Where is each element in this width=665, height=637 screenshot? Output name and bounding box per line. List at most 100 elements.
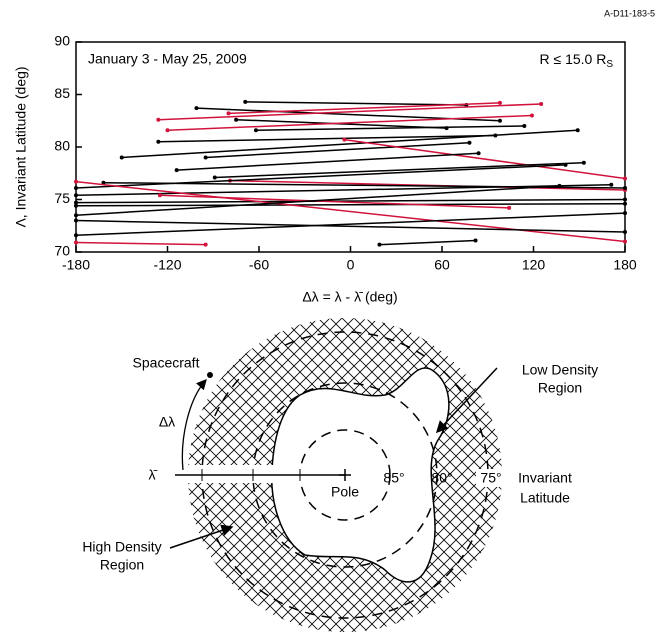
endpoint xyxy=(74,185,78,190)
label: Δλ xyxy=(159,414,175,430)
latitude-80 xyxy=(252,382,438,568)
segment xyxy=(167,114,533,131)
label: Pole xyxy=(331,484,359,500)
endpoint xyxy=(74,233,78,238)
delta-arc xyxy=(181,379,207,471)
endpoint xyxy=(74,200,78,205)
y-tick-label: 70 xyxy=(54,243,70,259)
endpoint xyxy=(234,117,239,122)
endpoint xyxy=(203,242,208,247)
segment xyxy=(75,219,626,233)
x-tick-label: 0 xyxy=(347,257,355,273)
segment xyxy=(75,184,612,197)
x-tick-label: -60 xyxy=(249,257,269,273)
pointer xyxy=(435,367,498,434)
segment xyxy=(158,134,496,143)
endpoint xyxy=(557,183,562,188)
endpoint xyxy=(609,182,614,187)
endpoint xyxy=(497,118,502,123)
y-tick-label: 75 xyxy=(54,190,70,206)
endpoint xyxy=(253,128,258,133)
endpoint xyxy=(156,117,161,122)
endpoint xyxy=(203,155,208,160)
endpoint xyxy=(74,240,78,245)
endpoint xyxy=(119,155,124,160)
endpoint xyxy=(473,238,478,243)
endpoint xyxy=(156,139,161,144)
segment xyxy=(214,162,584,179)
label: Latitude xyxy=(520,490,570,506)
endpoint xyxy=(377,242,382,247)
segment xyxy=(344,138,626,180)
label: Low Density xyxy=(522,362,598,378)
segment xyxy=(255,125,525,131)
y-axis-label: Λ, Invariant Latitude (deg) xyxy=(13,66,29,227)
segment xyxy=(75,185,560,216)
x-tick-label: 120 xyxy=(522,257,546,273)
y-tick-label: 85 xyxy=(54,85,70,101)
segment xyxy=(75,180,626,243)
y-tick-label: 80 xyxy=(54,138,70,154)
endpoint xyxy=(623,239,627,244)
endpoint xyxy=(243,99,248,104)
endpoint xyxy=(101,180,106,185)
endpoint xyxy=(623,201,627,206)
segment xyxy=(75,164,566,189)
endpoint xyxy=(623,230,627,235)
endpoint xyxy=(507,205,512,210)
endpoint xyxy=(623,197,627,202)
segment xyxy=(75,241,206,246)
endpoint xyxy=(539,101,544,106)
label: High Density xyxy=(82,539,161,555)
label: Spacecraft xyxy=(133,355,200,371)
segment xyxy=(75,212,626,236)
endpoint xyxy=(212,175,217,180)
segment xyxy=(159,194,510,209)
endpoint xyxy=(194,106,199,111)
endpoint xyxy=(581,160,586,165)
label: 85° xyxy=(383,470,404,486)
diagram: Spacecraft Δλ λ̄ Low Density Region High… xyxy=(82,318,598,632)
segment xyxy=(245,101,467,106)
endpoint xyxy=(226,111,231,116)
y-tick-label: 90 xyxy=(54,33,70,49)
segment xyxy=(379,239,476,246)
endpoint xyxy=(623,185,627,190)
label-bg xyxy=(170,465,345,483)
endpoint xyxy=(467,140,472,145)
spacecraft xyxy=(207,372,213,378)
endpoint xyxy=(74,193,78,198)
segment xyxy=(75,198,626,204)
endpoint xyxy=(529,113,534,118)
segment xyxy=(205,142,470,159)
label: λ̄ xyxy=(149,467,158,483)
x-axis-label: Δλ = λ - λ̄ (deg) xyxy=(302,289,397,305)
segment xyxy=(228,102,500,115)
endpoint xyxy=(157,193,162,198)
endpoint xyxy=(522,124,527,128)
endpoint xyxy=(476,151,481,156)
endpoint xyxy=(623,176,627,181)
x-tick-label: -120 xyxy=(153,257,181,273)
label: Invariant xyxy=(518,470,572,486)
endpoint xyxy=(623,211,627,216)
label: 75° xyxy=(480,470,501,486)
annotation: R ≤ 15.0 RS xyxy=(540,51,614,70)
x-tick-label: 180 xyxy=(613,257,637,273)
label: 80° xyxy=(431,470,452,486)
endpoint xyxy=(497,100,502,105)
plot-frame xyxy=(75,41,626,253)
endpoint xyxy=(74,203,78,208)
endpoint xyxy=(575,128,580,133)
annotation-main: R ≤ 15.0 R xyxy=(540,51,607,67)
low-density-region xyxy=(271,367,450,583)
x-tick-label: -180 xyxy=(62,257,90,273)
endpoint xyxy=(174,168,179,173)
endpoint xyxy=(342,137,347,142)
annotation: January 3 - May 25, 2009 xyxy=(88,51,247,67)
label: Region xyxy=(538,380,582,396)
endpoint xyxy=(74,218,78,223)
segment xyxy=(176,152,479,171)
label-bg xyxy=(476,469,506,487)
